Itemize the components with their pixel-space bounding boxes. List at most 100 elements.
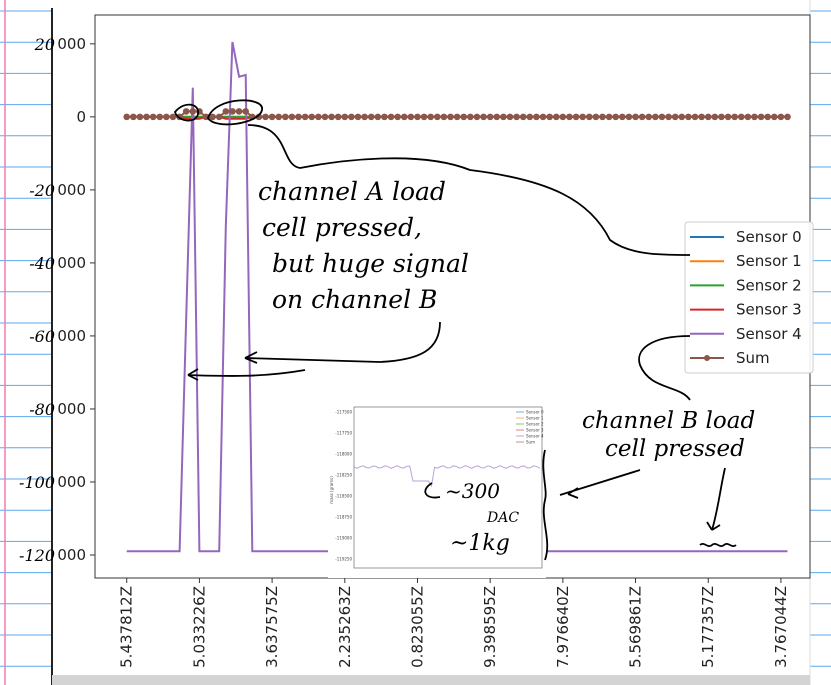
handwritten-annotations: 20 -20 -40 -60 -80 -100 -120 channel A load cell… xyxy=(19,35,755,565)
annotation-stroke xyxy=(424,482,441,499)
y-tick-label: 000 xyxy=(57,473,86,491)
x-tick-label: 0.823055Z xyxy=(408,586,426,668)
x-axis: 5.437812Z 5.033226Z 3.637575Z 2.235263Z 0.82… xyxy=(118,578,790,668)
sum-point xyxy=(638,113,646,121)
sum-point xyxy=(480,113,487,121)
annotation-channel-a: but huge signal xyxy=(272,249,469,278)
sum-point xyxy=(645,113,653,121)
sum-point xyxy=(400,113,408,121)
inset-y-tick-label: -119250 xyxy=(335,557,352,562)
sum-point xyxy=(625,113,633,121)
legend-item: Sensor 0 xyxy=(690,228,802,246)
sum-point xyxy=(123,113,131,121)
sum-point xyxy=(222,108,230,115)
sum-point xyxy=(156,113,164,121)
sum-point xyxy=(275,113,283,121)
sum-point xyxy=(751,113,758,121)
sum-point xyxy=(546,113,553,121)
legend-label: Sensor 1 xyxy=(736,252,802,270)
sum-point xyxy=(605,113,613,121)
annotation-300-dac: ~300 xyxy=(445,479,500,503)
annotation-channel-b: channel B load xyxy=(582,408,755,434)
sum-point xyxy=(420,113,428,121)
handwritten-tick-label: -20 xyxy=(29,181,55,200)
legend-label: Sensor 2 xyxy=(736,276,802,294)
sum-point xyxy=(513,113,520,121)
sum-point xyxy=(182,108,190,115)
legend: Sensor 0 Sensor 1 Sensor 2 Sensor 3 Sensor 4… xyxy=(684,221,814,374)
sum-point xyxy=(334,113,342,121)
annotation-stroke xyxy=(187,368,306,381)
sum-point xyxy=(143,113,150,121)
sum-point xyxy=(691,113,699,121)
annotation-stroke xyxy=(699,542,737,548)
handwritten-tick-label: -60 xyxy=(29,327,55,346)
x-tick-label: 3.767044Z xyxy=(772,586,790,668)
sum-point xyxy=(242,108,249,115)
annotation-channel-a: channel A load xyxy=(258,177,446,206)
sum-point xyxy=(777,113,785,121)
sum-point xyxy=(447,113,454,121)
sum-point xyxy=(295,113,302,121)
sum-point xyxy=(348,113,355,121)
inset-background xyxy=(328,402,546,578)
inset-legend-label: Sensor 4 xyxy=(526,434,544,439)
annotation-channel-a: on channel B xyxy=(272,285,437,314)
y-tick-label: 000 xyxy=(57,35,86,53)
sum-point xyxy=(585,113,593,121)
annotation-300-dac: DAC xyxy=(486,510,519,526)
x-tick-label: 3.637575Z xyxy=(263,586,281,668)
annotation-1kg: ~1kg xyxy=(450,531,510,556)
horizontal-scrollbar[interactable] xyxy=(52,675,810,685)
sum-point xyxy=(764,113,772,121)
sum-point xyxy=(652,113,659,121)
x-tick-label: 5.177357Z xyxy=(699,586,717,668)
sum-point xyxy=(407,113,415,121)
inset-y-tick-label: -117500 xyxy=(335,410,352,415)
sum-point xyxy=(526,113,534,121)
sum-point xyxy=(744,113,752,121)
handwritten-tick-label: -120 xyxy=(19,546,55,565)
sum-point xyxy=(572,113,580,121)
annotation-stroke xyxy=(638,335,691,401)
sum-point xyxy=(308,113,316,121)
sum-point xyxy=(467,113,474,121)
inset-legend-label: Sensor 1 xyxy=(526,416,544,421)
sum-point xyxy=(189,108,197,115)
sum-point xyxy=(215,113,223,121)
inset-y-tick-label: -117750 xyxy=(335,431,352,436)
legend-label: Sum xyxy=(736,349,770,367)
sum-point xyxy=(354,113,362,121)
inset-legend-label: Sensor 3 xyxy=(526,428,544,433)
annotation-stroke xyxy=(207,99,263,126)
x-tick-label: 5.437812Z xyxy=(118,586,136,668)
annotation-stroke xyxy=(173,103,199,122)
series-sum xyxy=(123,108,791,121)
sum-point xyxy=(130,113,137,121)
sum-point xyxy=(367,113,375,121)
annotation-stroke xyxy=(706,467,726,531)
sum-point xyxy=(737,113,745,121)
x-tick-label: 9.398595Z xyxy=(481,586,499,668)
sum-point xyxy=(394,113,401,121)
inset-y-label: mass (grams) xyxy=(329,476,334,504)
sum-point xyxy=(771,113,778,121)
sum-point xyxy=(731,113,738,121)
sum-point xyxy=(698,113,705,121)
sum-point xyxy=(387,113,395,121)
sum-point xyxy=(718,113,725,121)
sum-point xyxy=(440,113,448,121)
sum-point xyxy=(328,113,335,121)
legend-marker xyxy=(704,355,710,361)
sum-point xyxy=(632,113,639,121)
y-tick-label: 000 xyxy=(57,546,86,564)
sum-point xyxy=(612,113,620,121)
inset-plot-area xyxy=(353,406,543,569)
legend-box xyxy=(684,221,814,374)
x-tick-label: 2.235263Z xyxy=(336,586,354,668)
inset-screenshot: -117500 -117750 -118000 -118250 -118500 -1187… xyxy=(328,402,546,578)
sum-point xyxy=(315,113,322,121)
sum-point xyxy=(658,113,666,121)
sum-point xyxy=(255,113,263,121)
